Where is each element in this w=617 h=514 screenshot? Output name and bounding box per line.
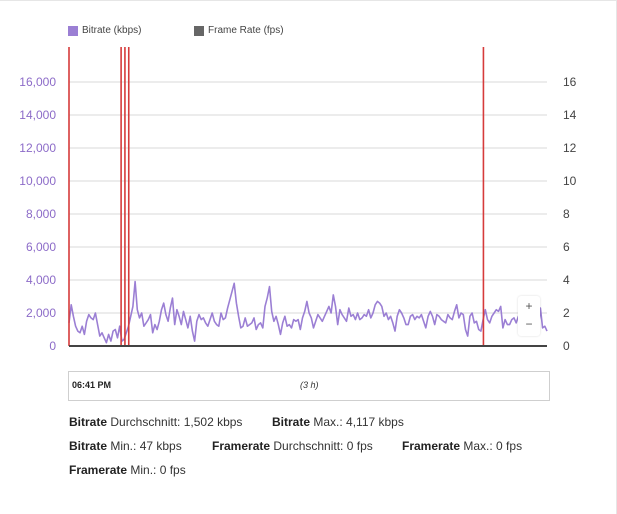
legend-swatch-framerate xyxy=(194,25,204,36)
stat-label: Durchschnitt: xyxy=(270,439,347,453)
stat-label: Max.: xyxy=(310,415,347,429)
left-tick-label: 10,000 xyxy=(19,174,56,188)
chart-grid xyxy=(69,81,547,314)
legend-item-bitrate[interactable]: Bitrate (kbps) xyxy=(68,25,141,36)
right-tick-label: 10 xyxy=(563,174,577,188)
stat-framerate-min: Framerate Min.: 0 fps xyxy=(69,463,186,477)
left-tick-label: 12,000 xyxy=(19,141,56,155)
left-tick-label: 16,000 xyxy=(19,75,56,89)
top-border xyxy=(0,0,617,1)
left-tick-label: 14,000 xyxy=(19,108,56,122)
legend-label-bitrate: Bitrate (kbps) xyxy=(82,25,142,36)
left-tick-label: 0 xyxy=(49,339,56,353)
navigator-range: (3 h) xyxy=(300,380,319,390)
stat-name: Framerate xyxy=(69,463,128,477)
stat-name: Bitrate xyxy=(272,415,311,429)
left-axis-ticks: 0 2,000 4,000 6,000 8,000 10,000 12,000 14,000 1… xyxy=(19,75,56,353)
bitrate-series-line xyxy=(68,280,548,344)
stat-value: 4,117 kbps xyxy=(346,415,404,429)
zoom-in-button[interactable]: + xyxy=(525,299,533,313)
stat-value: 47 kbps xyxy=(139,439,182,453)
legend-swatch-bitrate xyxy=(68,25,78,36)
red-markers xyxy=(68,47,485,346)
stat-label: Durchschnitt: xyxy=(107,415,184,429)
chart-series xyxy=(68,280,548,344)
right-tick-label: 4 xyxy=(563,273,570,287)
stat-label: Min.: xyxy=(107,439,140,453)
stat-value: 1,502 kbps xyxy=(183,415,243,429)
stat-name: Bitrate xyxy=(69,415,108,429)
stat-bitrate-min: Bitrate Min.: 47 kbps xyxy=(69,439,182,453)
right-tick-label: 0 xyxy=(563,339,570,353)
stat-value: 0 fps xyxy=(496,439,523,453)
right-tick-label: 16 xyxy=(563,75,577,89)
stat-label: Min.: xyxy=(127,463,160,477)
legend-item-framerate[interactable]: Frame Rate (fps) xyxy=(194,25,284,36)
stat-framerate-average: Framerate Durchschnitt: 0 fps xyxy=(212,439,373,453)
stat-name: Bitrate xyxy=(69,439,108,453)
zoom-controls: + − xyxy=(518,296,540,336)
time-navigator[interactable]: 06:41 PM (3 h) xyxy=(68,371,550,401)
stat-bitrate-max: Bitrate Max.: 4,117 kbps xyxy=(272,415,404,429)
right-tick-label: 8 xyxy=(563,207,570,221)
right-tick-label: 2 xyxy=(563,306,570,320)
left-tick-label: 6,000 xyxy=(26,240,56,254)
right-axis-ticks: 0 2 4 6 8 10 12 14 16 xyxy=(563,75,577,353)
navigator-start-time: 06:41 PM xyxy=(72,380,112,390)
stat-label: Max.: xyxy=(460,439,497,453)
left-tick-label: 8,000 xyxy=(26,207,56,221)
right-tick-label: 6 xyxy=(563,240,570,254)
stat-bitrate-average: Bitrate Durchschnitt: 1,502 kbps xyxy=(69,415,242,429)
chart-area: 0 2,000 4,000 6,000 8,000 10,000 12,000 14,000 1… xyxy=(19,47,577,353)
stat-name: Framerate xyxy=(402,439,461,453)
right-tick-label: 14 xyxy=(563,108,577,122)
stat-value: 0 fps xyxy=(159,463,186,477)
left-tick-label: 2,000 xyxy=(26,306,56,320)
left-tick-label: 4,000 xyxy=(26,273,56,287)
zoom-out-button[interactable]: − xyxy=(525,317,533,331)
stat-name: Framerate xyxy=(212,439,271,453)
legend-label-framerate: Frame Rate (fps) xyxy=(208,25,284,36)
right-tick-label: 12 xyxy=(563,141,577,155)
stat-framerate-max: Framerate Max.: 0 fps xyxy=(402,439,522,453)
stat-value: 0 fps xyxy=(346,439,373,453)
